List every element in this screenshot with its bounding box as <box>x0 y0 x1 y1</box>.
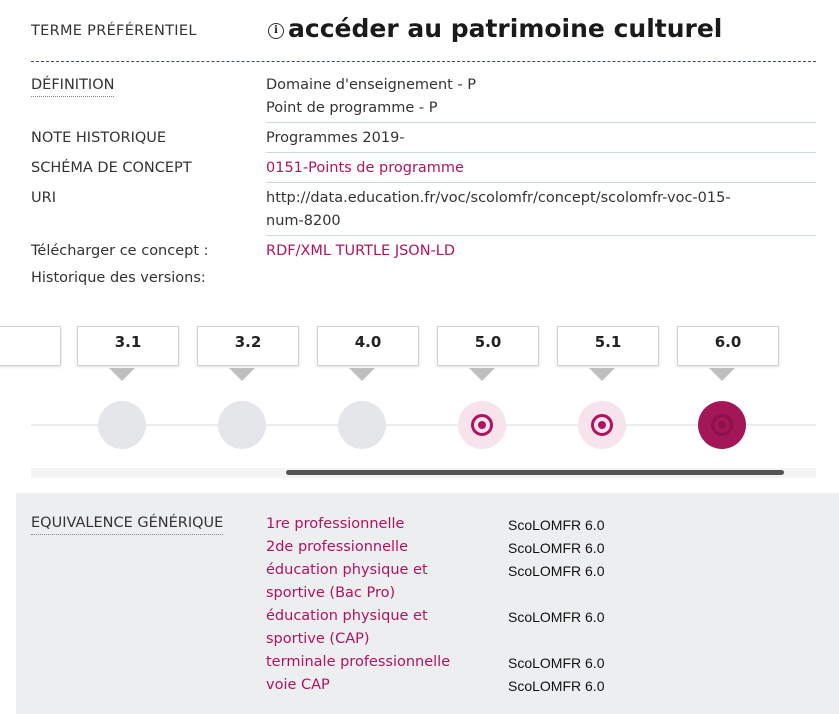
version-box-partial[interactable] <box>0 326 61 366</box>
target-icon <box>711 414 733 436</box>
version-pointer <box>469 368 495 381</box>
version-history-label: Historique des versions: <box>31 270 206 286</box>
equivalence-source: ScoLOMFR 6.0 <box>508 655 605 671</box>
download-turtle-link[interactable]: TURTLE <box>335 243 391 259</box>
version-pointer <box>109 368 135 381</box>
concept-scheme-link[interactable]: 0151-Points de programme <box>266 160 464 176</box>
version-dot-5-0[interactable] <box>458 401 506 449</box>
version-label: 5.1 <box>594 333 622 351</box>
version-dot-3-1[interactable] <box>98 401 146 449</box>
version-dot-4-0[interactable] <box>338 401 386 449</box>
version-box-3-1[interactable]: 3.1 <box>77 326 179 366</box>
version-box-5-0[interactable]: 5.0 <box>437 326 539 366</box>
version-dot-3-2[interactable] <box>218 401 266 449</box>
target-icon <box>471 414 493 436</box>
version-box-6-0[interactable]: 6.0 <box>677 326 779 366</box>
version-pointer <box>709 368 735 381</box>
equivalence-source: ScoLOMFR 6.0 <box>508 540 605 556</box>
equivalence-source: ScoLOMFR 6.0 <box>508 609 605 625</box>
equivalence-source: ScoLOMFR 6.0 <box>508 563 605 579</box>
version-label: 5.0 <box>474 333 502 351</box>
definition-line-1: Domaine d'enseignement - P <box>266 77 477 93</box>
equivalence-link-2de-pro[interactable]: 2de professionnelle <box>266 539 408 555</box>
uri-line-2: num-8200 <box>266 213 341 229</box>
download-rdfxml-link[interactable]: RDF/XML <box>266 243 331 259</box>
preferred-term-text: accéder au patrimoine culturel <box>288 14 723 43</box>
version-pointer <box>589 368 615 381</box>
timeline-track <box>31 424 816 426</box>
version-box-5-1[interactable]: 5.1 <box>557 326 659 366</box>
equivalence-link-eps-cap[interactable]: éducation physique et sportive (CAP) <box>266 608 428 647</box>
version-label: 3.2 <box>234 333 262 351</box>
uri-label: URI <box>31 190 56 206</box>
equivalence-link-voie-cap[interactable]: voie CAP <box>266 677 330 693</box>
definition-label: DÉFINITION <box>31 77 115 97</box>
download-formats: RDF/XML TURTLE JSON-LD <box>266 243 455 259</box>
row-divider <box>266 122 816 123</box>
preferred-term: i accéder au patrimoine culturel <box>268 14 722 43</box>
historical-note-value: Programmes 2019- <box>266 130 405 146</box>
version-pointer <box>349 368 375 381</box>
version-label: 4.0 <box>354 333 382 351</box>
equivalence-link-1re-pro[interactable]: 1re professionnelle <box>266 516 405 532</box>
definition-line-2: Point de programme - P <box>266 100 438 116</box>
equivalence-link-eps-bacpro[interactable]: éducation physique et sportive (Bac Pro) <box>266 562 428 601</box>
download-label: Télécharger ce concept : <box>31 243 209 259</box>
row-divider <box>266 182 816 183</box>
version-box-4-0[interactable]: 4.0 <box>317 326 419 366</box>
preferred-term-label: TERME PRÉFÉRENTIEL <box>31 23 197 39</box>
row-divider <box>266 235 816 236</box>
version-label: 6.0 <box>714 333 742 351</box>
equivalence-label: EQUIVALENCE GÉNÉRIQUE <box>31 515 224 535</box>
timeline-scrollbar-thumb[interactable] <box>286 470 784 475</box>
concept-scheme-label: SCHÉMA DE CONCEPT <box>31 160 192 176</box>
download-jsonld-link[interactable]: JSON-LD <box>394 243 456 259</box>
info-icon[interactable]: i <box>268 23 284 39</box>
version-pointer <box>229 368 255 381</box>
version-dot-5-1[interactable] <box>578 401 626 449</box>
equivalence-source: ScoLOMFR 6.0 <box>508 678 605 694</box>
historical-note-label: NOTE HISTORIQUE <box>31 130 167 146</box>
version-dot-6-0-current[interactable] <box>698 401 746 449</box>
version-label: 3.1 <box>114 333 142 351</box>
equivalence-link-terminale-pro[interactable]: terminale professionnelle <box>266 654 451 670</box>
target-icon <box>591 414 613 436</box>
uri-line-1: http://data.education.fr/voc/scolomfr/co… <box>266 190 731 206</box>
equivalence-source: ScoLOMFR 6.0 <box>508 517 605 533</box>
row-divider <box>266 152 816 153</box>
version-box-3-2[interactable]: 3.2 <box>197 326 299 366</box>
section-divider <box>31 61 816 62</box>
equivalence-panel <box>16 493 839 714</box>
